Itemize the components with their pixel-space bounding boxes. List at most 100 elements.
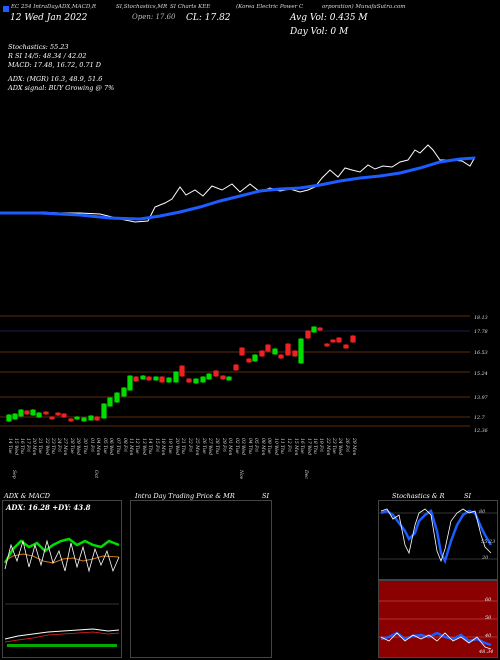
x-axis-date-label: 17 Wed <box>306 438 312 455</box>
price-level-label: 12.7 <box>474 415 486 421</box>
candle-body <box>278 354 284 359</box>
x-axis-date-label: 20 Wed <box>174 437 180 455</box>
candle-body <box>18 409 24 417</box>
x-axis-date-label: 23 Tue <box>331 437 337 454</box>
x-axis-date-label: 22 Wed <box>44 437 50 455</box>
x-axis-date-label: 29 Fri <box>221 437 227 452</box>
header-indicators-a: EC 254 IntraDay <box>11 4 58 10</box>
indicator-readout: Stochastics: 55.23 R SI 14/5: 48.34 / 42… <box>8 43 114 93</box>
candle-body <box>220 375 226 380</box>
header-company-b: orporation) MunafaSutra.com <box>322 4 406 10</box>
candle-body <box>43 411 49 415</box>
candle-body <box>213 370 219 377</box>
stoch-level-high: 80 <box>479 509 486 515</box>
candle-body <box>121 387 127 397</box>
intraday-panel <box>130 500 272 658</box>
candle-body <box>233 364 239 371</box>
x-axis-date-label: 11 Thu <box>279 438 285 454</box>
x-axis-date-label: 01 Fri <box>89 438 95 452</box>
x-axis-date-label: 24 Wed <box>337 437 343 455</box>
x-axis-date-label: 10 Wed <box>273 438 279 455</box>
candle-body <box>305 330 311 339</box>
x-axis-date-label: 17 Fri <box>25 438 31 452</box>
header-company-a: (Korea Electric Power C <box>236 4 304 10</box>
candle-body <box>166 377 172 383</box>
candle-body <box>153 376 159 381</box>
candle-body <box>343 344 349 349</box>
candle-body <box>6 414 12 422</box>
x-axis-date-label: 18 Thu <box>312 438 318 454</box>
rsi-lines <box>379 600 497 650</box>
intraday-panel-si: SI <box>262 492 270 500</box>
stoch-panel: 80 55.23 20 <box>378 500 498 580</box>
x-axis-month-label: Nov <box>238 469 244 480</box>
header-icon <box>3 6 9 12</box>
rsi-level-40: 40 <box>485 633 492 639</box>
x-axis-date-label: 12 Tue <box>134 438 140 454</box>
rsi-readout: R SI 14/5: 48.34 / 42.02 <box>8 52 87 60</box>
x-axis-date-label: 03 Wed <box>240 438 246 455</box>
header-avg-vol: Avg Vol: 0.435 M <box>290 13 368 23</box>
header-indicators-b: ADX,MACD,R <box>58 4 96 10</box>
candle-body <box>49 416 55 420</box>
x-axis-date-label: 26 Tue <box>201 437 207 454</box>
x-axis-date-label: 26 Fri <box>344 437 350 452</box>
candle-body <box>36 412 42 418</box>
x-axis-date-label: 01 Mon <box>227 438 233 455</box>
candle-body <box>88 415 94 421</box>
header-bar: EC 254 IntraDay ADX,MACD,R SI,Stochastic… <box>0 0 500 44</box>
candle-body <box>107 397 113 407</box>
candle-body <box>114 392 120 403</box>
price-chart: 18.13 17.78 16.53 15.24 13.97 12.7 12.36 14 Tu… <box>0 315 489 480</box>
adx-signal-readout: ADX signal: BUY Growing @ 7% <box>8 84 115 92</box>
x-axis-date-label: 16 Thu <box>19 438 25 454</box>
x-axis-date-label: 21 Tue <box>37 437 43 454</box>
x-axis-date-label: 11 Mon <box>128 438 134 455</box>
x-axis-month-label: Dec <box>303 469 309 479</box>
x-axis-date-label: 06 Wed <box>108 438 114 455</box>
candle-body <box>265 344 271 352</box>
header-indicators-c: SI,Stochastics,MR <box>116 4 168 10</box>
candle-body <box>146 376 152 381</box>
x-axis-date-label: 08 Fri <box>122 438 128 452</box>
candle-body <box>239 347 245 356</box>
candle-body <box>285 343 291 356</box>
stoch-lines <box>379 508 497 565</box>
adx-panel-title: ADX & MACD <box>4 492 50 500</box>
intraday-panel-title: Intra Day Trading Price & MR <box>135 492 235 500</box>
candle-body <box>12 413 18 420</box>
candle-body <box>317 327 323 331</box>
x-axis-date-label: 24 Fri <box>56 437 62 452</box>
candle-body <box>330 339 336 343</box>
adx-badge: ADX: 16.28 +DY: 43.8 <box>6 503 91 512</box>
candle-body <box>324 343 330 347</box>
x-axis-date-label: 29 Mon <box>351 437 357 455</box>
x-axis-date-label: 27 Mon <box>62 437 68 455</box>
stoch-level-value: 55.23 <box>481 539 496 545</box>
x-axis-date-label: 15 Mon <box>293 438 299 455</box>
candle-body <box>30 409 36 416</box>
header-day-vol: Day Vol: 0 M <box>290 27 349 37</box>
candle-body <box>68 418 74 422</box>
candle-body <box>272 348 278 355</box>
x-axis-date-label: 28 Tue <box>69 437 75 454</box>
x-axis-date-label: 16 Tue <box>299 438 305 454</box>
x-axis-date-label: 27 Wed <box>207 437 213 455</box>
adx-panel: ADX: 16.28 +DY: 43.8 <box>2 500 122 658</box>
candle-body <box>24 410 30 415</box>
x-axis-date-label: 22 Mon <box>325 437 331 455</box>
candle-body <box>101 403 107 419</box>
trend-chart <box>0 144 476 223</box>
x-axis-date-label: 19 Tue <box>167 438 173 454</box>
header-indicators-d: SI Charts KEE <box>170 4 211 10</box>
candle-body <box>173 371 179 383</box>
x-axis-date-label: 14 Thu <box>147 438 153 454</box>
x-axis-date-label: 05 Fri <box>253 438 259 452</box>
candle-body <box>292 350 298 357</box>
candle-body <box>140 375 146 380</box>
candle-body <box>311 326 317 333</box>
candle-body <box>81 417 87 422</box>
candle-body <box>246 358 252 363</box>
candle-body <box>298 338 304 364</box>
x-axis-date-label: 29 Wed <box>75 437 81 455</box>
